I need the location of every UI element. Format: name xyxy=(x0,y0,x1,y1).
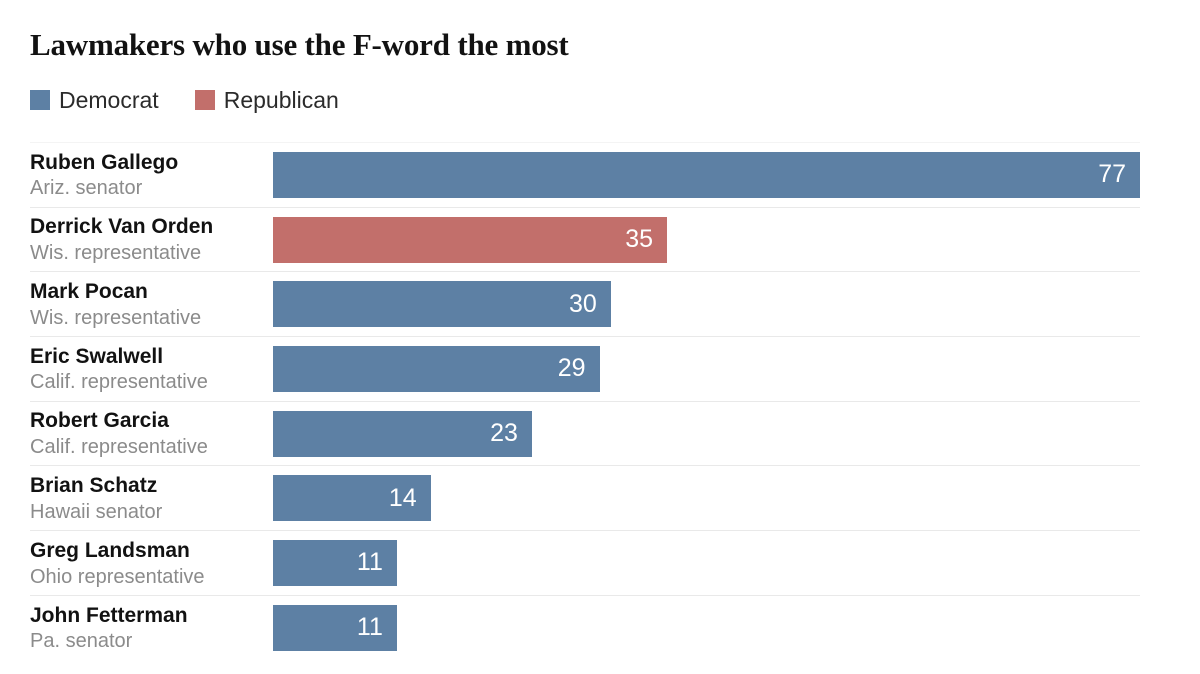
bar-value: 23 xyxy=(490,419,518,448)
bar-value: 35 xyxy=(625,225,654,254)
bar-area: 14 xyxy=(273,475,1140,522)
legend-label-republican: Republican xyxy=(223,86,339,113)
row-label: Mark Pocan Wis. representative xyxy=(30,277,273,331)
chart-row: John Fetterman Pa. senator 11 xyxy=(30,594,1140,660)
row-label: Ruben Gallego Ariz. senator xyxy=(30,148,273,202)
lawmaker-role: Calif. representative xyxy=(30,371,208,394)
bar-area: 11 xyxy=(273,604,1140,651)
lawmaker-name: Derrick Van Orden xyxy=(30,215,214,239)
chart-title: Lawmakers who use the F-word the most xyxy=(30,27,569,62)
lawmaker-role: Ariz. senator xyxy=(30,177,143,200)
legend-item-democrat: Democrat xyxy=(30,87,159,114)
bar: 35 xyxy=(273,216,668,263)
legend-label-democrat: Democrat xyxy=(59,86,159,113)
bar: 29 xyxy=(273,345,600,392)
bar: 11 xyxy=(273,539,397,586)
lawmaker-role: Ohio representative xyxy=(30,565,205,588)
lawmaker-name: Robert Garcia xyxy=(30,409,169,433)
lawmaker-name: John Fetterman xyxy=(30,603,188,627)
legend: Democrat Republican xyxy=(30,86,1140,114)
lawmaker-role: Pa. senator xyxy=(30,630,133,653)
bar: 14 xyxy=(273,475,431,522)
chart-row: Brian Schatz Hawaii senator 14 xyxy=(30,465,1140,530)
lawmaker-name: Greg Landsman xyxy=(30,538,190,562)
bar: 30 xyxy=(273,281,611,328)
democrat-swatch-icon xyxy=(30,90,50,110)
lawmaker-role: Wis. representative xyxy=(30,306,202,329)
row-label: Robert Garcia Calif. representative xyxy=(30,406,273,460)
bar-area: 29 xyxy=(273,345,1140,392)
lawmaker-name: Mark Pocan xyxy=(30,280,148,304)
row-label: Brian Schatz Hawaii senator xyxy=(30,471,273,525)
lawmaker-role: Calif. representative xyxy=(30,436,208,459)
republican-swatch-icon xyxy=(194,90,215,110)
bar-area: 11 xyxy=(273,539,1140,586)
chart-rows: Ruben Gallego Ariz. senator 77 Derrick V… xyxy=(30,142,1140,660)
lawmaker-role: Hawaii senator xyxy=(30,500,163,523)
chart-row: Ruben Gallego Ariz. senator 77 xyxy=(30,142,1140,207)
bar-value: 29 xyxy=(557,354,586,383)
bar: 23 xyxy=(273,410,532,457)
legend-item-republican: Republican xyxy=(194,86,339,114)
bar-value: 77 xyxy=(1098,160,1126,189)
bar-value: 30 xyxy=(568,289,597,318)
row-label: Greg Landsman Ohio representative xyxy=(30,536,273,590)
bar-area: 77 xyxy=(273,151,1140,198)
lawmaker-role: Wis. representative xyxy=(30,242,202,265)
lawmaker-name: Ruben Gallego xyxy=(30,150,179,174)
bar-area: 23 xyxy=(273,410,1140,457)
bar-area: 35 xyxy=(273,216,1140,263)
bar-value: 11 xyxy=(356,613,383,642)
chart-row: Robert Garcia Calif. representative 23 xyxy=(30,400,1140,466)
row-label: Derrick Van Orden Wis. representative xyxy=(30,212,273,266)
bar: 77 xyxy=(273,151,1140,198)
bar-value: 14 xyxy=(388,483,417,512)
bar-value: 11 xyxy=(356,548,383,577)
bar-area: 30 xyxy=(273,281,1140,328)
lawmaker-name: Brian Schatz xyxy=(30,474,158,498)
bar: 11 xyxy=(273,604,397,651)
lawmaker-name: Eric Swalwell xyxy=(30,344,164,368)
chart-row: Greg Landsman Ohio representative 11 xyxy=(30,530,1140,595)
chart-row: Eric Swalwell Calif. representative 29 xyxy=(30,336,1140,401)
row-label: Eric Swalwell Calif. representative xyxy=(30,342,273,396)
row-label: John Fetterman Pa. senator xyxy=(30,601,273,655)
chart-row: Derrick Van Orden Wis. representative 35 xyxy=(30,206,1140,272)
chart-row: Mark Pocan Wis. representative 30 xyxy=(30,271,1140,336)
